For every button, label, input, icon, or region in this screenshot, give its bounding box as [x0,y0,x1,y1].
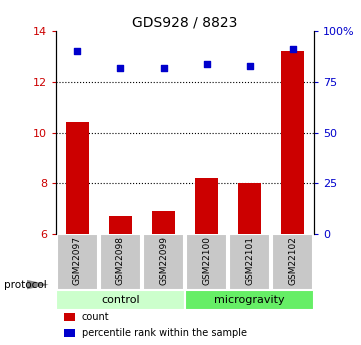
Bar [152,211,175,234]
Text: microgravity: microgravity [214,295,285,305]
Text: percentile rank within the sample: percentile rank within the sample [82,328,247,338]
Text: count: count [82,312,109,322]
Bar [57,234,98,290]
Point [290,47,295,52]
Point [161,65,166,70]
Bar [56,290,185,310]
Point [247,63,252,68]
Bar [64,329,75,337]
Text: protocol: protocol [4,280,46,289]
Bar [185,290,314,310]
Bar [272,234,313,290]
Bar [109,216,132,234]
Bar [66,122,89,234]
Text: GSM22101: GSM22101 [245,236,254,285]
Point [75,49,81,54]
Bar [143,234,184,290]
Bar [186,234,227,290]
Point [204,61,209,66]
Text: GSM22099: GSM22099 [159,236,168,285]
Text: GSM22100: GSM22100 [202,236,211,285]
Title: GDS928 / 8823: GDS928 / 8823 [132,16,238,30]
Polygon shape [27,280,49,289]
Bar [238,183,261,234]
Bar [64,313,75,321]
Point [118,65,123,70]
Bar [281,51,304,234]
Bar [195,178,218,234]
Text: GSM22102: GSM22102 [288,236,297,285]
Bar [100,234,141,290]
Text: GSM22098: GSM22098 [116,236,125,285]
Bar [229,234,270,290]
Text: GSM22097: GSM22097 [73,236,82,285]
Text: control: control [101,295,140,305]
